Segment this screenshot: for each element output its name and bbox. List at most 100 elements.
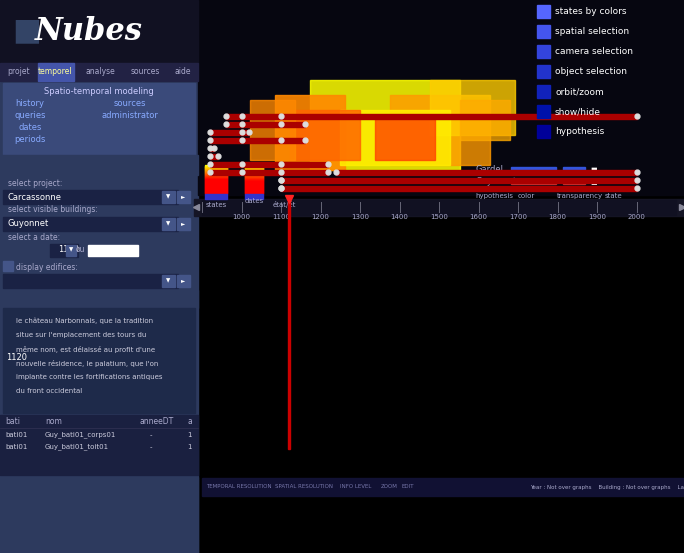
Text: states: states xyxy=(205,202,226,208)
Bar xyxy=(205,187,227,189)
Bar xyxy=(245,169,263,170)
Bar xyxy=(205,166,227,168)
Text: select visible buildings:: select visible buildings: xyxy=(8,206,98,215)
Bar xyxy=(205,167,227,169)
Bar xyxy=(205,184,227,185)
Bar xyxy=(375,115,435,160)
Bar xyxy=(205,186,227,187)
Text: même nom, est délaissé au profit d'une: même nom, est délaissé au profit d'une xyxy=(16,346,155,353)
Bar xyxy=(460,100,510,140)
Text: select project:: select project: xyxy=(8,179,62,187)
Bar xyxy=(205,185,227,186)
Bar xyxy=(198,0,684,195)
Bar xyxy=(245,185,263,186)
Text: ou: ou xyxy=(75,246,85,254)
Bar xyxy=(210,146,214,151)
Bar xyxy=(537,45,550,58)
Bar xyxy=(205,180,227,181)
Bar xyxy=(0,0,198,63)
Bar xyxy=(205,177,227,179)
Bar xyxy=(205,171,227,173)
Text: 1300: 1300 xyxy=(351,214,369,220)
Text: 1120: 1120 xyxy=(58,246,79,254)
Text: show/hide: show/hide xyxy=(555,107,601,117)
Bar xyxy=(245,186,263,187)
Text: -: - xyxy=(150,444,153,450)
Text: ►: ► xyxy=(181,195,185,200)
Text: camera selection: camera selection xyxy=(555,48,633,56)
Text: Carcassonne: Carcassonne xyxy=(8,192,62,201)
Text: ▼: ▼ xyxy=(166,222,170,227)
Bar xyxy=(202,478,684,496)
Text: SPATIAL RESOLUTION: SPATIAL RESOLUTION xyxy=(275,484,333,489)
Text: Spatio-temporal modeling: Spatio-temporal modeling xyxy=(44,87,154,97)
Text: orbit/zoom: orbit/zoom xyxy=(555,87,604,97)
Bar xyxy=(226,122,304,127)
Text: Guyonnet: Guyonnet xyxy=(475,178,516,186)
Bar xyxy=(288,199,290,449)
Bar xyxy=(0,415,198,475)
Bar xyxy=(205,188,227,190)
Bar xyxy=(205,172,227,174)
Bar xyxy=(245,175,263,176)
Text: color: color xyxy=(518,193,536,199)
Text: sources: sources xyxy=(114,100,146,108)
Bar xyxy=(0,477,198,553)
Bar xyxy=(563,167,585,172)
Text: temporel: temporel xyxy=(38,67,73,76)
Bar xyxy=(245,176,263,178)
Bar xyxy=(88,245,138,256)
Bar xyxy=(250,100,295,160)
Bar xyxy=(0,155,198,175)
Text: ▼: ▼ xyxy=(166,279,170,284)
Text: dates: dates xyxy=(18,123,42,133)
Bar xyxy=(281,178,637,183)
Text: select a date:: select a date: xyxy=(8,233,60,243)
Bar xyxy=(245,184,263,185)
Text: bati01: bati01 xyxy=(5,432,27,438)
Text: -: - xyxy=(150,432,153,438)
Bar xyxy=(290,110,360,160)
Bar xyxy=(205,192,227,194)
Text: ■: ■ xyxy=(12,17,41,45)
Text: Guyonnet: Guyonnet xyxy=(8,220,49,228)
Bar xyxy=(3,217,178,231)
Bar xyxy=(177,275,190,287)
Text: ■: ■ xyxy=(590,179,596,185)
Text: ►: ► xyxy=(181,222,185,227)
Text: periods: periods xyxy=(14,135,46,144)
Text: bati01: bati01 xyxy=(5,444,27,450)
Bar xyxy=(205,194,227,199)
Text: nouvelle résidence, le palatium, que l'on: nouvelle résidence, le palatium, que l'o… xyxy=(16,360,159,367)
Text: 1: 1 xyxy=(187,432,192,438)
Bar xyxy=(198,0,684,195)
Text: hypothesis: hypothesis xyxy=(555,128,604,137)
Text: 1000: 1000 xyxy=(233,214,250,220)
Text: spatial selection: spatial selection xyxy=(555,28,629,36)
Bar xyxy=(210,162,328,167)
Text: situe sur l'emplacement des tours du: situe sur l'emplacement des tours du xyxy=(16,332,146,338)
Bar xyxy=(390,95,490,165)
Bar xyxy=(205,191,227,192)
Text: ■: ■ xyxy=(590,167,596,173)
Bar xyxy=(245,165,263,166)
Text: ►: ► xyxy=(181,279,185,284)
Bar xyxy=(245,174,263,175)
Bar xyxy=(205,176,227,178)
Bar xyxy=(245,192,263,194)
Bar xyxy=(511,179,556,184)
Bar xyxy=(245,172,263,174)
Text: states by colors: states by colors xyxy=(555,8,627,17)
Bar xyxy=(3,274,178,288)
Text: 1500: 1500 xyxy=(430,214,448,220)
Text: 1400: 1400 xyxy=(391,214,408,220)
Bar xyxy=(0,290,198,308)
Text: 1120: 1120 xyxy=(6,352,27,362)
Bar xyxy=(245,181,263,182)
Bar xyxy=(537,25,550,38)
Text: 1600: 1600 xyxy=(469,214,488,220)
Bar xyxy=(537,125,550,138)
Text: a: a xyxy=(187,418,192,426)
Bar xyxy=(245,171,263,173)
Bar xyxy=(245,187,263,189)
